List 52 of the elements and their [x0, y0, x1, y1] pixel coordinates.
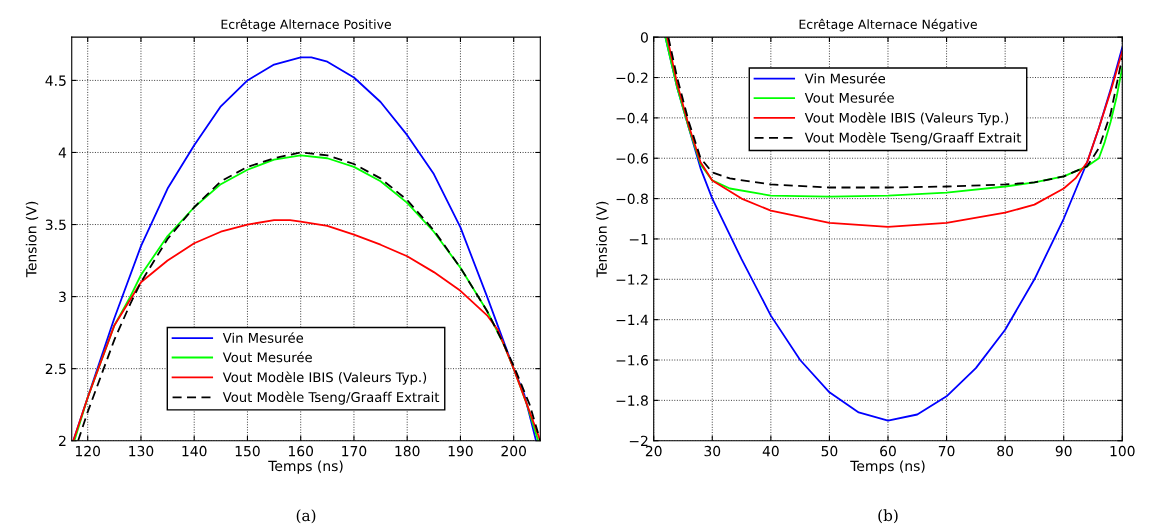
- y-tick-label: 4: [58, 147, 67, 158]
- y-tick-label: 3.5: [45, 219, 66, 231]
- x-axis-title: Temps (ns): [850, 460, 925, 474]
- x-tick-label: 60: [880, 445, 896, 457]
- legend-label: Vout Mesurée: [222, 351, 312, 363]
- x-tick-label: 160: [288, 445, 314, 457]
- y-tick-label: −1: [629, 234, 648, 245]
- x-tick-label: 150: [235, 445, 260, 457]
- x-tick-label: 130: [129, 445, 154, 457]
- x-tick-label: 70: [938, 445, 955, 457]
- y-tick-label: 3: [59, 291, 66, 303]
- y-tick-label: −1.6: [616, 354, 648, 366]
- x-tick-label: 90: [1055, 445, 1072, 457]
- chart-title: Ecrêtage Alternace Négative: [799, 18, 977, 32]
- legend-label: Vout Mesurée: [804, 92, 894, 103]
- x-tick-label: 50: [821, 445, 838, 457]
- y-tick-label: −0.2: [616, 72, 648, 83]
- y-tick-label: 2: [59, 435, 66, 447]
- legend-label: Vout Modèle Tseng/Graaff Extrait: [222, 391, 440, 405]
- y-axis-title: Tension (V): [596, 201, 609, 278]
- y-tick-label: 4.5: [45, 75, 66, 86]
- y-tick-label: 0: [640, 32, 648, 43]
- legend-label: Vin Mesurée: [222, 332, 304, 343]
- legend-label: Vin Mesurée: [804, 72, 886, 84]
- y-tick-label: −2: [629, 435, 648, 447]
- legend-label: Vout Modèle IBIS (Valeurs Typ.): [222, 371, 427, 385]
- text: (a): [296, 509, 316, 524]
- x-tick-label: 170: [342, 445, 367, 457]
- text: (b): [878, 509, 898, 524]
- x-tick-label: 190: [448, 445, 473, 457]
- legend-label: Vout Modèle IBIS (Valeurs Typ.): [804, 111, 1009, 126]
- x-tick-label: 200: [501, 445, 527, 457]
- y-tick-label: −0.8: [616, 193, 648, 205]
- y-tick-label: −1.2: [616, 274, 648, 285]
- x-tick-label: 100: [1110, 445, 1135, 457]
- y-axis-title: Tension (V): [25, 201, 39, 278]
- x-tick-label: 120: [75, 445, 101, 457]
- y-tick-label: −0.6: [616, 153, 648, 164]
- x-tick-label: 20: [645, 445, 662, 457]
- x-axis-title: Temps (ns): [268, 460, 343, 474]
- x-tick-label: 140: [182, 445, 207, 457]
- legend-label: Vout Modèle Tseng/Graaff Extrait: [804, 131, 1022, 146]
- x-tick-label: 40: [762, 445, 779, 457]
- x-tick-label: 80: [997, 445, 1014, 457]
- y-tick-label: −0.4: [616, 112, 649, 124]
- line-series: [666, 37, 1123, 228]
- x-tick-label: 180: [395, 445, 420, 457]
- y-tick-label: −1.8: [616, 395, 648, 406]
- y-tick-label: −1.4: [616, 314, 649, 325]
- x-tick-label: 30: [704, 445, 721, 457]
- y-tick-label: 2.5: [45, 363, 66, 375]
- chart-title: Ecrêtage Alternace Positive: [221, 18, 392, 32]
